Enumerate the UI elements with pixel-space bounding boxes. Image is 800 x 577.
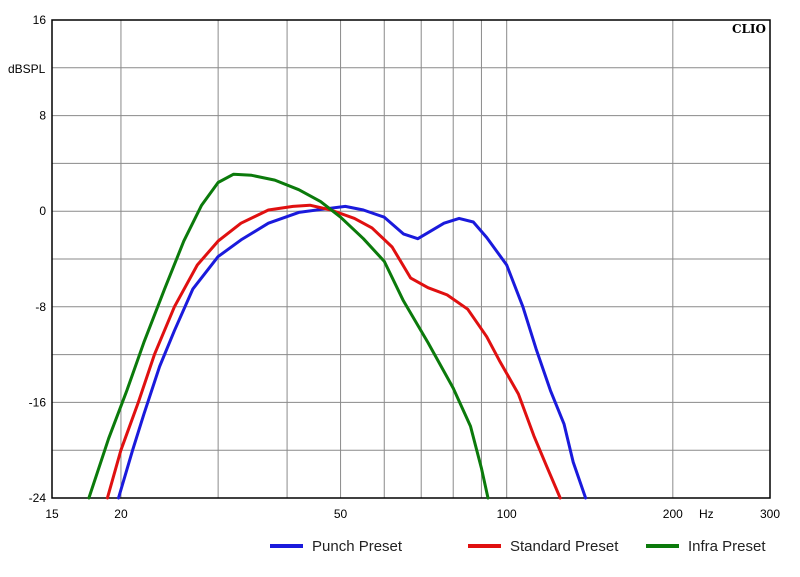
plot-frame [51, 19, 771, 499]
series-line-2 [105, 203, 562, 500]
grid [52, 20, 770, 498]
y-tick-label: -8 [35, 300, 46, 314]
legend-label: Infra Preset [688, 538, 766, 555]
series-line-1 [117, 204, 588, 500]
legend-label: Punch Preset [312, 538, 403, 555]
y-tick-label: -24 [29, 491, 47, 505]
axis-labels: 16 8 0 -8 -16 -24 15 20 50 100 200 300 [29, 13, 781, 521]
series-lines [87, 172, 588, 500]
clio-brand-label: CLIO [732, 22, 766, 36]
y-tick-label: -16 [29, 395, 47, 409]
x-tick-label: 200 [663, 507, 683, 521]
x-tick-label: 15 [45, 507, 59, 521]
x-tick-label: 100 [497, 507, 517, 521]
y-tick-label: 16 [33, 13, 47, 27]
x-axis-unit: Hz [699, 507, 714, 521]
legend-label: Standard Preset [510, 538, 619, 555]
series-line-3 [87, 172, 490, 500]
y-axis-label: dBSPL [8, 62, 46, 76]
x-tick-label: 300 [760, 507, 780, 521]
x-tick-label: 50 [334, 507, 348, 521]
y-tick-label: 8 [39, 109, 46, 123]
x-tick-label: 20 [114, 507, 128, 521]
legend: Punch Preset Standard Preset Infra Preset [270, 538, 766, 555]
y-tick-label: 0 [39, 204, 46, 218]
